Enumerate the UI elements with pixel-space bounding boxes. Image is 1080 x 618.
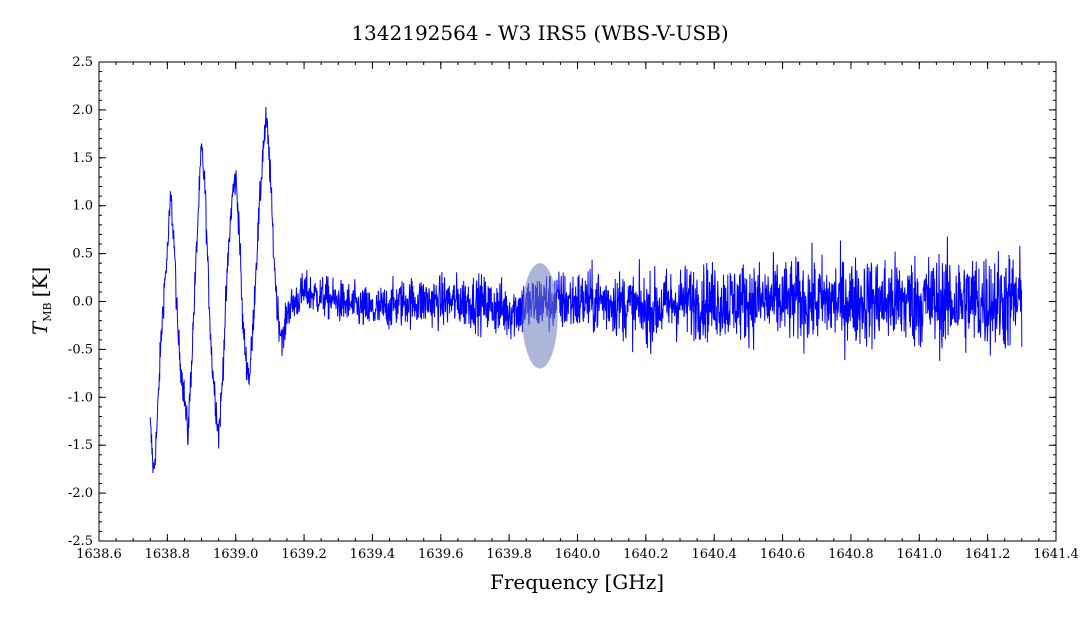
y-tick-label: 2.0 <box>72 103 93 118</box>
x-tick-label: 1638.6 <box>76 547 122 562</box>
x-tick-label: 1640.6 <box>760 547 806 562</box>
x-tick-label: 1640.8 <box>828 547 874 562</box>
y-axis-title-subscript: MB <box>41 302 54 321</box>
x-axis-title: Frequency [GHz] <box>490 570 664 594</box>
y-tick-label: -1.0 <box>68 390 93 405</box>
plot-area: 1638.6 1638.8 1639.0 1639.2 1639.4 1639.6 1639… <box>68 55 1079 562</box>
tick-layer: 1638.6 1638.8 1639.0 1639.2 1639.4 1639.6 1639… <box>68 55 1079 562</box>
spectrum-layer <box>149 106 1023 474</box>
y-tick-label: 1.5 <box>72 151 93 166</box>
x-tick-label: 1639.0 <box>213 547 259 562</box>
x-tick-label: 1640.4 <box>691 547 737 562</box>
x-tick-label: 1640.2 <box>623 547 669 562</box>
y-axis-title-unit: [K] <box>28 267 52 298</box>
x-tick-label: 1638.8 <box>145 547 191 562</box>
y-tick-label: 0.0 <box>72 295 93 310</box>
x-tick-label: 1641.2 <box>965 547 1011 562</box>
y-tick-label: -1.5 <box>68 438 93 453</box>
y-axis-title: TMB [K] <box>28 267 54 335</box>
x-tick-label: 1639.2 <box>281 547 327 562</box>
y-tick-label: -0.5 <box>68 342 93 357</box>
x-tick-label: 1639.6 <box>418 547 464 562</box>
x-tick-label: 1639.8 <box>486 547 532 562</box>
x-tick-label: 1640.0 <box>555 547 601 562</box>
y-axis-title-main: T <box>28 320 52 335</box>
annotation-layer <box>522 263 558 369</box>
svg-text:TMB[K]: TMB [K] <box>28 267 54 335</box>
x-tick-label: 1641.4 <box>1033 547 1079 562</box>
x-tick-label: 1639.4 <box>350 547 396 562</box>
x-tick-label: 1641.0 <box>897 547 943 562</box>
y-tick-label: 1.0 <box>72 199 93 214</box>
chart-title: 1342192564 - W3 IRS5 (WBS-V-USB) <box>351 21 728 45</box>
y-tick-label: 0.5 <box>72 247 93 262</box>
spectrum-line <box>149 106 1023 474</box>
y-tick-label: -2.5 <box>68 534 93 549</box>
y-tick-label: -2.0 <box>68 486 93 501</box>
highlight-ellipse <box>522 263 558 369</box>
y-tick-label: 2.5 <box>72 55 93 70</box>
